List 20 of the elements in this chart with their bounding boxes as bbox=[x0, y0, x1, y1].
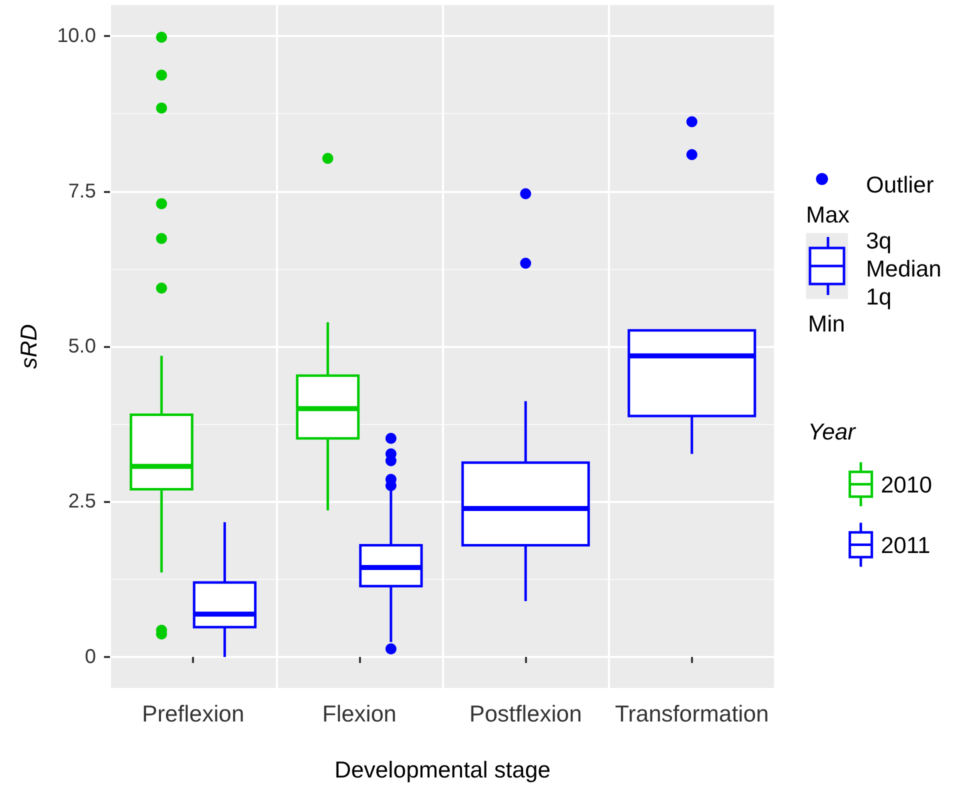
y-tick-label: 7.5 bbox=[68, 180, 96, 202]
text: Median bbox=[866, 256, 942, 282]
x-tick-label: Postflexion bbox=[469, 700, 582, 726]
x-axis-title: Developmental stage bbox=[334, 756, 551, 782]
text: Outlier bbox=[866, 172, 934, 198]
x-tick-label: Flexion bbox=[322, 700, 396, 726]
text: 1q bbox=[866, 284, 892, 310]
legend-label: 2011 bbox=[880, 532, 930, 558]
y-tick-label: 0 bbox=[84, 646, 96, 668]
legend-title: Year bbox=[808, 418, 857, 444]
text: 3q bbox=[866, 228, 892, 254]
legend-label: 2010 bbox=[880, 471, 932, 498]
x-tick-label: Transformation bbox=[614, 700, 769, 726]
text: Min bbox=[808, 310, 846, 336]
x-tick-label: Preflexion bbox=[142, 700, 244, 726]
y-tick-label: 5.0 bbox=[68, 336, 96, 358]
text: Max bbox=[806, 202, 850, 228]
y-tick-label: 2.5 bbox=[68, 490, 96, 513]
y-tick-label: 10.0 bbox=[57, 25, 96, 48]
y-axis-title: sRD bbox=[16, 324, 42, 369]
